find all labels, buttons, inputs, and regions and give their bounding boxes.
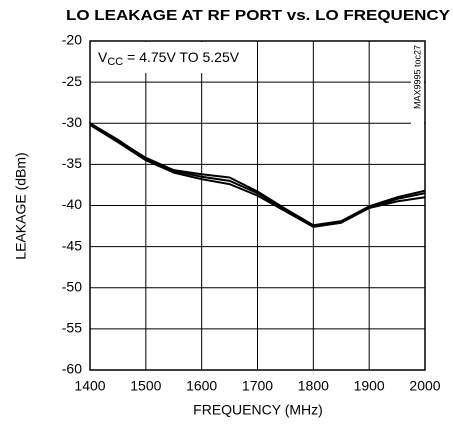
line	[89, 124, 426, 228]
y-tick-label: -35	[62, 155, 82, 171]
x-tick-label: 1900	[354, 378, 385, 394]
x-tick-label: 1500	[130, 378, 161, 394]
note: MAX9995 toc27	[412, 45, 422, 109]
y-tick-label: -20	[62, 32, 82, 48]
annotation-text: = 4.75V TO 5.25V	[123, 49, 240, 65]
y-tick-label: -30	[62, 114, 82, 130]
x-tick-label: 1700	[242, 378, 273, 394]
chart-title: LO LEAKAGE AT RF PORT vs. LO FREQUENCY	[66, 7, 450, 24]
line	[89, 123, 426, 227]
annotation-subscript: CC	[107, 56, 123, 68]
note-box	[411, 42, 424, 128]
x-axis-label: FREQUENCY (MHz)	[193, 402, 323, 418]
y-tick-label: -25	[62, 73, 82, 89]
y-axis-label: LEAKAGE (dBm)	[13, 152, 29, 259]
annotation-main: V	[98, 49, 108, 65]
plot-frame	[89, 40, 426, 371]
y-tick-label: -40	[62, 196, 82, 212]
annotation: VCC = 4.75V TO 5.25V	[98, 49, 240, 68]
x-tick-label: 1400	[74, 378, 105, 394]
y-tick-label: -50	[62, 278, 82, 294]
x-tick-label: 1600	[186, 378, 217, 394]
annotation-box	[91, 42, 257, 73]
y-tick-label: -55	[62, 320, 82, 336]
y-tick-label: -60	[62, 361, 82, 377]
x-tick-label: 2000	[409, 378, 440, 394]
x-tick-label: 1800	[298, 378, 329, 394]
y-tick-label: -45	[62, 237, 82, 253]
